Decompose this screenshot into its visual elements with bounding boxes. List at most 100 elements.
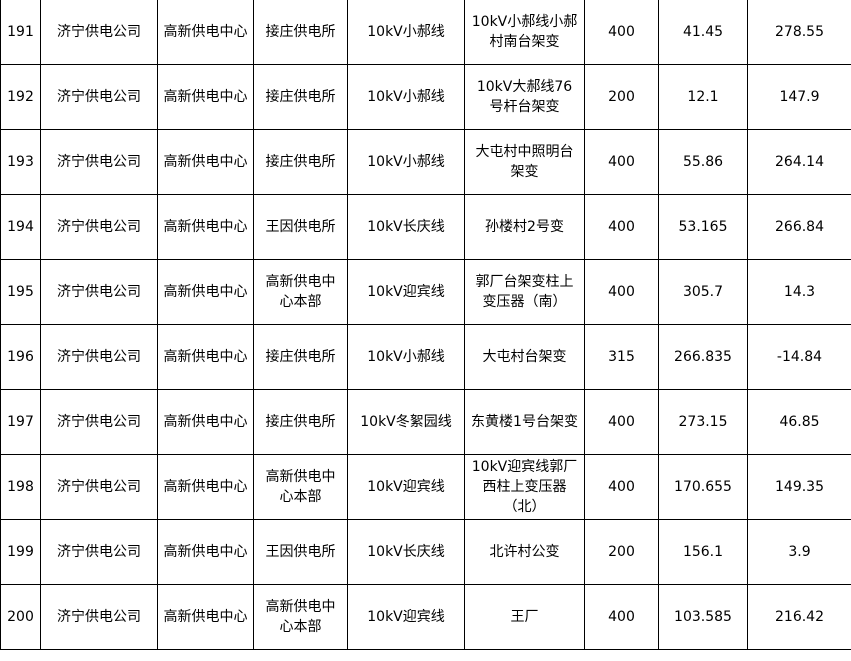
cell-station: 接庄供电所 xyxy=(253,389,348,455)
table-row: 196 济宁供电公司 高新供电中心 接庄供电所 10kV小郝线 大屯村台架变 315 266.… xyxy=(0,324,851,390)
cell-remaining: 216.42 xyxy=(747,584,851,650)
table-row: 197 济宁供电公司 高新供电中心 接庄供电所 10kV冬絮园线 东黄楼1号台架变 400 2… xyxy=(0,389,851,455)
cell-center: 高新供电中心 xyxy=(157,194,254,260)
cell-remaining: 266.84 xyxy=(747,194,851,260)
cell-capacity: 400 xyxy=(584,584,659,650)
cell-company: 济宁供电公司 xyxy=(40,324,158,390)
cell-transformer-name: 10kV迎宾线郭厂西柱上变压器（北） xyxy=(464,454,585,520)
cell-transformer-name: 10kV大郝线76号杆台架变 xyxy=(464,64,585,130)
cell-remaining: 149.35 xyxy=(747,454,851,520)
cell-remaining: 278.55 xyxy=(747,0,851,65)
cell-capacity: 315 xyxy=(584,324,659,390)
cell-center: 高新供电中心 xyxy=(157,259,254,325)
cell-row-number: 197 xyxy=(0,389,41,455)
cell-company: 济宁供电公司 xyxy=(40,519,158,585)
cell-station: 高新供电中心本部 xyxy=(253,454,348,520)
cell-station: 王因供电所 xyxy=(253,519,348,585)
cell-load: 55.86 xyxy=(658,129,748,195)
cell-company: 济宁供电公司 xyxy=(40,259,158,325)
cell-line: 10kV长庆线 xyxy=(347,194,465,260)
cell-line: 10kV迎宾线 xyxy=(347,454,465,520)
cell-company: 济宁供电公司 xyxy=(40,0,158,65)
cell-center: 高新供电中心 xyxy=(157,584,254,650)
cell-transformer-name: 北许村公变 xyxy=(464,519,585,585)
cell-remaining: 14.3 xyxy=(747,259,851,325)
cell-capacity: 400 xyxy=(584,389,659,455)
cell-station: 高新供电中心本部 xyxy=(253,584,348,650)
cell-load: 305.7 xyxy=(658,259,748,325)
cell-company: 济宁供电公司 xyxy=(40,64,158,130)
cell-line: 10kV小郝线 xyxy=(347,0,465,65)
cell-center: 高新供电中心 xyxy=(157,64,254,130)
cell-capacity: 400 xyxy=(584,454,659,520)
cell-remaining: 46.85 xyxy=(747,389,851,455)
cell-station: 高新供电中心本部 xyxy=(253,259,348,325)
cell-load: 273.15 xyxy=(658,389,748,455)
table-row: 194 济宁供电公司 高新供电中心 王因供电所 10kV长庆线 孙楼村2号变 400 53.1… xyxy=(0,194,851,260)
table-row: 200 济宁供电公司 高新供电中心 高新供电中心本部 10kV迎宾线 王厂 400 103.5… xyxy=(0,584,851,650)
cell-remaining: 147.9 xyxy=(747,64,851,130)
cell-transformer-name: 郭厂台架变柱上变压器（南） xyxy=(464,259,585,325)
table-row: 199 济宁供电公司 高新供电中心 王因供电所 10kV长庆线 北许村公变 200 156.1… xyxy=(0,519,851,585)
cell-transformer-name: 大屯村中照明台架变 xyxy=(464,129,585,195)
cell-capacity: 400 xyxy=(584,0,659,65)
cell-row-number: 195 xyxy=(0,259,41,325)
cell-load: 12.1 xyxy=(658,64,748,130)
cell-load: 53.165 xyxy=(658,194,748,260)
cell-line: 10kV小郝线 xyxy=(347,129,465,195)
cell-capacity: 200 xyxy=(584,64,659,130)
table-row: 191 济宁供电公司 高新供电中心 接庄供电所 10kV小郝线 10kV小郝线小郝村南台架… xyxy=(0,0,851,65)
cell-capacity: 400 xyxy=(584,129,659,195)
cell-transformer-name: 孙楼村2号变 xyxy=(464,194,585,260)
cell-line: 10kV小郝线 xyxy=(347,64,465,130)
cell-row-number: 196 xyxy=(0,324,41,390)
cell-center: 高新供电中心 xyxy=(157,324,254,390)
cell-load: 266.835 xyxy=(658,324,748,390)
cell-row-number: 191 xyxy=(0,0,41,65)
cell-station: 接庄供电所 xyxy=(253,64,348,130)
cell-company: 济宁供电公司 xyxy=(40,389,158,455)
cell-row-number: 192 xyxy=(0,64,41,130)
cell-load: 41.45 xyxy=(658,0,748,65)
cell-center: 高新供电中心 xyxy=(157,389,254,455)
cell-company: 济宁供电公司 xyxy=(40,454,158,520)
cell-center: 高新供电中心 xyxy=(157,0,254,65)
cell-transformer-name: 10kV小郝线小郝村南台架变 xyxy=(464,0,585,65)
cell-capacity: 400 xyxy=(584,259,659,325)
table-row: 198 济宁供电公司 高新供电中心 高新供电中心本部 10kV迎宾线 10kV迎宾线郭厂西… xyxy=(0,454,851,520)
cell-row-number: 194 xyxy=(0,194,41,260)
cell-transformer-name: 东黄楼1号台架变 xyxy=(464,389,585,455)
cell-load: 103.585 xyxy=(658,584,748,650)
table-row: 195 济宁供电公司 高新供电中心 高新供电中心本部 10kV迎宾线 郭厂台架变柱上变压器… xyxy=(0,259,851,325)
table-row: 193 济宁供电公司 高新供电中心 接庄供电所 10kV小郝线 大屯村中照明台架变 400 5… xyxy=(0,129,851,195)
cell-station: 接庄供电所 xyxy=(253,129,348,195)
cell-company: 济宁供电公司 xyxy=(40,194,158,260)
cell-load: 156.1 xyxy=(658,519,748,585)
cell-center: 高新供电中心 xyxy=(157,454,254,520)
cell-company: 济宁供电公司 xyxy=(40,584,158,650)
cell-remaining: 3.9 xyxy=(747,519,851,585)
cell-transformer-name: 王厂 xyxy=(464,584,585,650)
cell-line: 10kV迎宾线 xyxy=(347,584,465,650)
cell-station: 接庄供电所 xyxy=(253,0,348,65)
cell-load: 170.655 xyxy=(658,454,748,520)
cell-remaining: 264.14 xyxy=(747,129,851,195)
cell-capacity: 400 xyxy=(584,194,659,260)
cell-capacity: 200 xyxy=(584,519,659,585)
cell-row-number: 198 xyxy=(0,454,41,520)
cell-row-number: 193 xyxy=(0,129,41,195)
cell-center: 高新供电中心 xyxy=(157,519,254,585)
cell-row-number: 199 xyxy=(0,519,41,585)
cell-line: 10kV长庆线 xyxy=(347,519,465,585)
cell-line: 10kV小郝线 xyxy=(347,324,465,390)
cell-line: 10kV冬絮园线 xyxy=(347,389,465,455)
cell-row-number: 200 xyxy=(0,584,41,650)
cell-line: 10kV迎宾线 xyxy=(347,259,465,325)
cell-station: 接庄供电所 xyxy=(253,324,348,390)
cell-station: 王因供电所 xyxy=(253,194,348,260)
cell-remaining: -14.84 xyxy=(747,324,851,390)
table-row: 192 济宁供电公司 高新供电中心 接庄供电所 10kV小郝线 10kV大郝线76号杆台架… xyxy=(0,64,851,130)
cell-center: 高新供电中心 xyxy=(157,129,254,195)
